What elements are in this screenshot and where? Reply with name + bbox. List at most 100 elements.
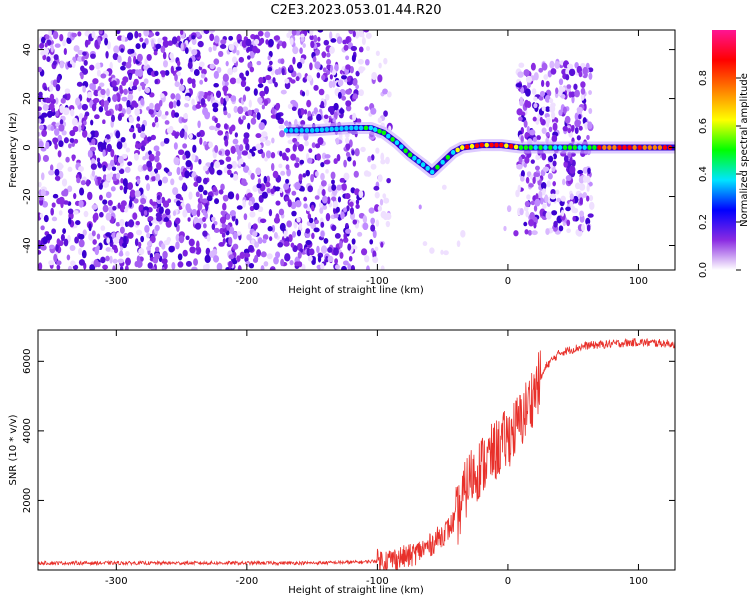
noise-blob (255, 133, 262, 139)
noise-blob (560, 87, 566, 92)
noise-blob (249, 205, 255, 212)
noise-blob (241, 181, 248, 187)
noise-blob (117, 55, 122, 63)
noise-blob (99, 82, 105, 87)
noise-blob (134, 190, 141, 198)
noise-blob (82, 229, 87, 236)
noise-blob (104, 37, 109, 46)
noise-blob (341, 74, 347, 80)
noise-blob (164, 120, 170, 125)
noise-blob (516, 108, 523, 116)
noise-blob (261, 191, 268, 199)
noise-blob (127, 182, 134, 190)
noise-blob (109, 159, 115, 167)
noise-blob (52, 60, 57, 66)
noise-blob (116, 141, 123, 150)
noise-blob (134, 238, 139, 247)
noise-blob (49, 93, 55, 101)
tone-track-cell (412, 155, 417, 161)
tone-track-cell (445, 154, 451, 160)
noise-blob (38, 140, 44, 149)
noise-blob (162, 176, 169, 184)
noise-blob (115, 30, 121, 35)
noise-blob (54, 43, 61, 48)
noise-blob (206, 235, 211, 242)
noise-blob (300, 37, 305, 42)
noise-blob (52, 137, 59, 144)
noise-blob (317, 30, 324, 33)
noise-blob (111, 114, 116, 123)
noise-blob (118, 168, 125, 174)
noise-blob (87, 191, 93, 201)
noise-blob (81, 56, 85, 62)
noise-blob (317, 36, 321, 42)
noise-blob (578, 183, 586, 191)
noise-blob (140, 98, 145, 106)
noise-blob (154, 224, 160, 232)
noise-blob (286, 220, 292, 228)
noise-blob (520, 86, 525, 94)
noise-blob (348, 30, 354, 35)
noise-blob (119, 84, 123, 92)
noise-blob (272, 77, 276, 84)
x-tick-label: -200 (236, 276, 259, 287)
noise-blob (327, 246, 333, 253)
noise-blob (266, 187, 271, 194)
noise-blob (93, 259, 99, 268)
noise-blob (569, 193, 574, 200)
noise-blob (232, 231, 238, 240)
noise-blob (69, 129, 76, 137)
noise-blob (232, 173, 239, 181)
noise-blob (73, 138, 79, 144)
noise-blob (91, 230, 96, 237)
noise-blob (150, 39, 155, 48)
spectrogram-x-axis-label: Height of straight line (km) (288, 285, 424, 296)
noise-blob (193, 258, 198, 266)
noise-blob (276, 43, 280, 50)
noise-blob (352, 160, 357, 167)
noise-blob (220, 39, 227, 45)
noise-blob (121, 108, 126, 115)
colorbar-gradient-bar (712, 30, 736, 270)
noise-blob (329, 74, 333, 80)
noise-blob (161, 242, 166, 250)
noise-blob (307, 213, 312, 220)
noise-blob (78, 259, 86, 266)
noise-blob (336, 184, 343, 191)
noise-blob (325, 169, 329, 174)
noise-blob (540, 181, 547, 190)
noise-blob (361, 37, 366, 46)
noise-blob (527, 229, 532, 236)
noise-blob (320, 245, 328, 254)
noise-blob (345, 228, 352, 234)
noise-blob (59, 60, 65, 69)
noise-blob (75, 97, 81, 106)
noise-blob (294, 162, 300, 168)
noise-blob (268, 209, 273, 217)
noise-blob (562, 106, 567, 115)
noise-blob (354, 30, 360, 39)
noise-blob (207, 90, 212, 96)
noise-blob (67, 185, 73, 193)
noise-blob (529, 129, 536, 136)
noise-blob (586, 195, 590, 202)
noise-blob (300, 120, 306, 126)
noise-blob (170, 178, 175, 186)
noise-blob (91, 170, 96, 177)
noise-blob (107, 41, 111, 50)
noise-blob (303, 109, 308, 115)
noise-blob (224, 81, 229, 87)
noise-blob (155, 121, 160, 128)
noise-blob (277, 242, 284, 248)
noise-blob (316, 72, 321, 79)
noise-blob (222, 237, 226, 245)
tone-track-cell (587, 145, 592, 150)
noise-blob (191, 266, 198, 270)
noise-blob (377, 117, 382, 124)
noise-blob (63, 238, 69, 247)
tone-track-cell (450, 150, 456, 155)
noise-blob (128, 127, 135, 133)
noise-blob (59, 105, 64, 114)
noise-blob (59, 119, 64, 125)
noise-blob (248, 200, 253, 206)
